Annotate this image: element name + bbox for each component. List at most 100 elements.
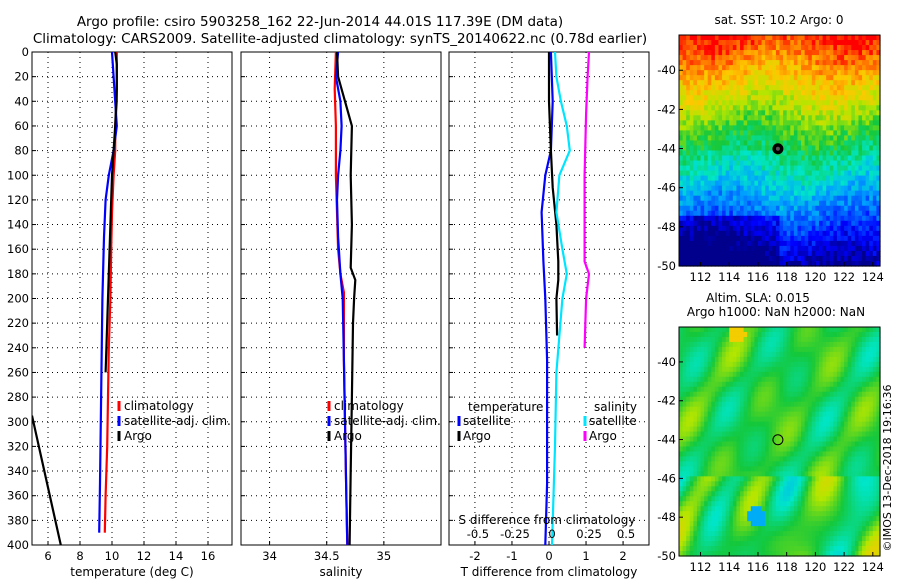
map-cell — [693, 441, 698, 448]
map-cell — [772, 406, 777, 413]
map-cell — [808, 105, 813, 111]
map-cell — [740, 411, 745, 418]
map-cell — [876, 486, 881, 492]
map-cell — [725, 50, 730, 56]
map-cell — [811, 115, 816, 121]
map-cell — [700, 466, 705, 472]
map-cell — [818, 90, 824, 96]
map-cell — [736, 366, 741, 373]
map-cell — [840, 175, 845, 182]
map-cell — [804, 195, 809, 202]
map-cell — [797, 366, 802, 373]
map-cell — [775, 95, 781, 101]
map-cell — [750, 95, 755, 101]
map-cell — [707, 496, 712, 502]
map-cell — [854, 255, 860, 262]
map-cell — [840, 240, 845, 247]
map-cell — [750, 80, 755, 86]
map-cell — [844, 175, 849, 182]
map-cell — [714, 496, 720, 502]
map-cell — [858, 65, 863, 71]
map-cell — [700, 341, 705, 348]
map-cell — [783, 205, 788, 212]
map-cell — [740, 476, 745, 482]
map-cell — [797, 396, 802, 403]
map-cell — [847, 366, 852, 373]
map-cell — [775, 496, 781, 502]
map-cell — [854, 95, 860, 101]
map-cell — [718, 100, 723, 106]
map-cell — [768, 45, 773, 51]
map-cell — [707, 140, 712, 147]
map-cell — [736, 411, 741, 418]
map-cell — [840, 511, 845, 517]
map-cell — [804, 511, 809, 517]
map-cell — [783, 386, 788, 393]
map-cell — [826, 195, 831, 202]
map-cell — [689, 431, 694, 438]
map-cell — [783, 476, 788, 482]
map-cell — [740, 371, 745, 378]
map-cell — [869, 160, 874, 167]
map-cell — [876, 140, 881, 147]
map-cell — [862, 210, 867, 217]
map-cell — [707, 125, 712, 132]
map-cell — [865, 45, 870, 51]
map-cell — [761, 100, 766, 106]
map-cell — [840, 245, 845, 252]
map-cell — [704, 481, 709, 487]
map-cell — [783, 496, 788, 502]
map-cell — [826, 175, 831, 182]
map-cell — [718, 150, 723, 157]
map-cell — [693, 170, 698, 177]
map-cell — [679, 366, 684, 373]
map-cell — [793, 386, 799, 393]
map-cell — [854, 441, 860, 448]
map-cell — [822, 180, 827, 187]
map-cell — [757, 105, 763, 111]
map-cell — [869, 85, 874, 91]
map-cell — [790, 245, 795, 252]
map-cell — [797, 190, 802, 197]
map-cell — [811, 451, 816, 458]
map-cell — [757, 175, 763, 182]
map-cell — [740, 220, 745, 227]
map-cell — [757, 481, 763, 487]
map-cell — [808, 327, 813, 333]
map-cell — [854, 436, 860, 443]
map-cell — [851, 230, 856, 237]
map-cell — [793, 40, 799, 46]
map-cell — [783, 140, 788, 147]
map-cell — [862, 391, 867, 398]
map-cell — [729, 80, 734, 86]
map-cell — [689, 471, 694, 477]
map-cell — [768, 115, 773, 121]
map-cell — [707, 416, 712, 423]
map-cell — [725, 90, 730, 96]
map-cell — [815, 416, 820, 423]
map-cell — [840, 466, 845, 472]
map-cell — [783, 100, 788, 106]
map-cell — [757, 120, 763, 126]
map-cell — [700, 346, 705, 353]
map-cell — [736, 110, 741, 116]
map-cell — [747, 466, 752, 472]
map-cell — [872, 140, 878, 147]
map-cell — [854, 175, 860, 182]
map-cell — [775, 391, 781, 398]
map-cell — [826, 481, 831, 487]
map-cell — [682, 90, 687, 96]
map-cell — [682, 80, 687, 86]
map-cell — [826, 506, 831, 512]
map-cell — [757, 145, 763, 152]
map-cell — [689, 436, 694, 443]
map-cell — [750, 45, 755, 51]
map-cell — [779, 501, 784, 507]
map-cell — [750, 346, 755, 353]
map-cell — [811, 327, 816, 333]
map-cell — [833, 327, 838, 333]
map-cell — [797, 110, 802, 116]
map-cell — [750, 240, 755, 247]
map-cell — [811, 426, 816, 433]
map-cell — [833, 461, 838, 467]
